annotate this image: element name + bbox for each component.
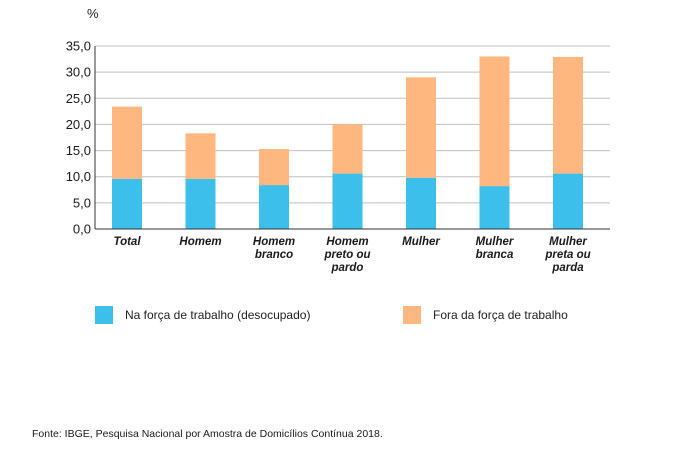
x-category-label: Homem preto ou pardo: [324, 236, 371, 274]
bar-segment-outside-workforce: [259, 149, 289, 186]
bar-segment-unemployed: [112, 178, 142, 229]
legend-label-outside-workforce: Fora da força de trabalho: [433, 308, 568, 322]
stacked-bar-chart: % 0,0 5,0 10,0 15,0 20,0 25,0 30,0 35,0 Total Ho…: [66, 6, 610, 274]
bar-segment-unemployed: [479, 186, 510, 229]
bar-segment-outside-workforce: [332, 124, 363, 174]
source-note: Fonte: IBGE, Pesquisa Nacional por Amost…: [32, 428, 383, 440]
y-tick-label: 10,0: [66, 169, 91, 184]
legend-label-unemployed: Na força de trabalho (desocupado): [125, 308, 311, 322]
bar-segment-outside-workforce: [406, 77, 436, 178]
x-category-label: Mulher preta ou parda: [544, 236, 590, 274]
y-axis-ticks: 0,0 5,0 10,0 15,0 20,0 25,0 30,0 35,0: [66, 39, 91, 237]
y-tick-label: 5,0: [73, 195, 91, 210]
y-tick-label: 15,0: [66, 143, 91, 158]
bar-segment-unemployed: [553, 173, 583, 229]
unit-label: %: [87, 6, 99, 21]
legend-swatch-unemployed: [95, 306, 113, 324]
x-category-label: Total: [113, 236, 141, 248]
x-category-label: Homem branco: [253, 236, 295, 261]
bar-segment-unemployed: [332, 173, 363, 229]
y-tick-label: 0,0: [73, 222, 91, 237]
bar-segment-unemployed: [259, 185, 289, 229]
x-category-label: Mulher branca: [476, 236, 514, 261]
bar-segment-unemployed: [185, 178, 216, 229]
bar-segment-outside-workforce: [553, 56, 583, 174]
y-tick-label: 30,0: [66, 65, 91, 80]
bar-segment-outside-workforce: [185, 133, 216, 179]
bar-segment-unemployed: [406, 177, 436, 229]
bar-segment-outside-workforce: [479, 56, 510, 187]
legend-item-outside-workforce: Fora da força de trabalho: [403, 306, 568, 324]
y-tick-label: 25,0: [66, 91, 91, 106]
y-tick-label: 35,0: [66, 39, 91, 54]
legend-item-unemployed: Na força de trabalho (desocupado): [95, 306, 310, 324]
bars: [112, 56, 583, 229]
legend-swatch-outside-workforce: [403, 306, 421, 324]
x-category-label: Mulher: [402, 236, 440, 248]
x-category-label: Homem: [179, 236, 221, 248]
bar-segment-outside-workforce: [112, 106, 142, 179]
x-axis-categories: Total Homem Homem branco Homem preto ou pardo M…: [113, 236, 590, 274]
y-tick-label: 20,0: [66, 117, 91, 132]
